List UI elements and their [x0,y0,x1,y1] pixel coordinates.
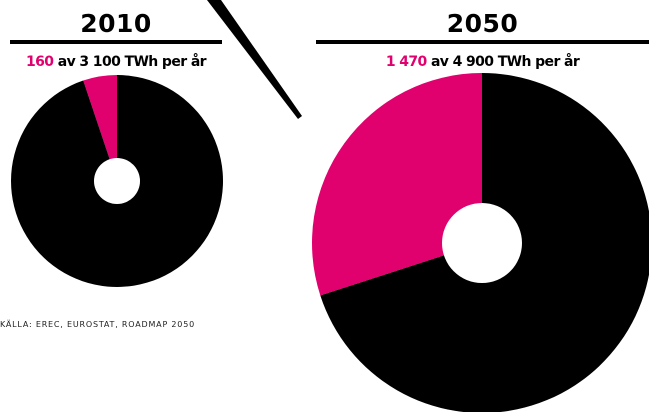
chart-2010-subtitle-text: av 3 100 TWh per år [57,54,207,70]
donut-2010 [11,75,224,288]
donut-2050-slice-accent [312,73,482,296]
chart-2050-subtitle: 1 470 av 4 900 TWh per år [316,53,649,71]
chart-2010-subtitle: 160 av 3 100 TWh per år [10,53,222,71]
donut-2010-hole [94,158,140,204]
donut-2010-slice-accent [83,75,117,181]
donut-2050-hole [442,203,522,283]
chart-2050-title-rule [316,40,649,44]
donut-2050 [312,73,649,412]
chart-2050-highlight-value: 1 470 [385,54,427,70]
chart-2010-title: 2010 [80,9,152,38]
source-credit: KÄLLA: EREC, EUROSTAT, ROADMAP 2050 [0,320,195,329]
chart-2010-title-rule [10,40,222,44]
connector-stroke [207,0,302,119]
chart-2050-subtitle-text: av 4 900 TWh per år [430,54,580,70]
chart-2050-title: 2050 [446,9,519,38]
chart-2010-highlight-value: 160 [26,54,54,70]
